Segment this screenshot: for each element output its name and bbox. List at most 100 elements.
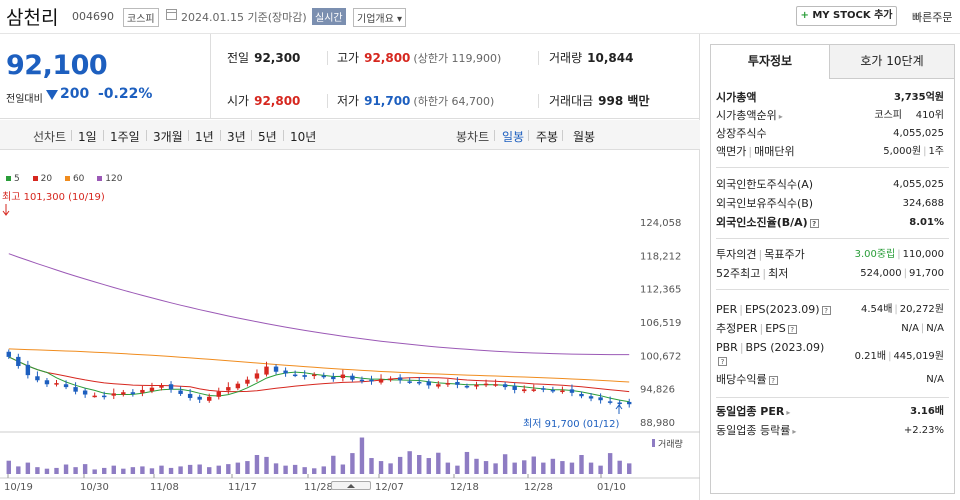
candle-body: [44, 380, 50, 385]
y-tick-label: 124,058: [640, 218, 681, 229]
volume-bar: [63, 464, 69, 474]
volume-bar: [350, 453, 355, 474]
candle-body: [436, 384, 441, 387]
add-mystock-button[interactable]: + MY STOCK 추가: [796, 6, 897, 26]
candle-body: [426, 381, 431, 386]
tab-1year[interactable]: 1년: [195, 130, 214, 144]
tab-10year[interactable]: 10년: [290, 130, 317, 144]
volume-bar: [579, 455, 584, 474]
volume-bar: [607, 453, 613, 474]
divider: [220, 130, 221, 141]
candle-body: [273, 366, 279, 372]
prev-close: 전일 92,300: [227, 51, 301, 65]
divider: [716, 397, 949, 398]
stock-name: 삼천리: [6, 7, 59, 29]
ma20-line: [8, 356, 630, 393]
candle-body: [292, 374, 298, 377]
candle-body: [388, 378, 393, 381]
tab-1week[interactable]: 1주일: [110, 130, 140, 144]
volume-bar: [436, 452, 441, 474]
volume-bar: [627, 463, 632, 474]
legend-ma120: 120: [97, 174, 122, 184]
x-tick-label: 12/28: [524, 482, 553, 493]
candle-body: [550, 389, 556, 392]
candle-body: [560, 390, 565, 393]
quick-order-link[interactable]: 빠른주문: [912, 11, 953, 24]
tab-5year[interactable]: 5년: [258, 130, 277, 144]
candle-body: [312, 374, 317, 377]
volume-bar: [283, 465, 288, 474]
candle-body: [226, 387, 231, 391]
tab-investment-info[interactable]: 투자정보: [710, 44, 830, 79]
help-icon[interactable]: ?: [718, 357, 727, 366]
volume-bar: [417, 455, 422, 474]
chart-resize-handle[interactable]: [331, 481, 371, 490]
tab-weekly[interactable]: 주봉: [536, 130, 559, 144]
x-tick-label: 12/07: [375, 482, 404, 493]
candle-body: [502, 384, 508, 388]
volume-bar: [560, 461, 565, 474]
info-panel: 투자정보 호가 10단계 시가총액 3,735억원 시가총액순위 ▸ 코스피 410위…: [710, 44, 955, 494]
volume-bar: [397, 456, 403, 474]
market-badge: 코스피: [123, 8, 159, 27]
price-chart[interactable]: 5 20 60 120 124,058 118,212 112,365 106,519…: [0, 152, 700, 500]
candle-body: [417, 381, 422, 384]
candle-body: [350, 375, 355, 380]
help-icon[interactable]: ?: [809, 218, 819, 228]
volume-bar: [598, 465, 603, 474]
candle-body: [16, 356, 21, 367]
x-tick-label: 01/10: [597, 482, 626, 493]
volume-legend-label: 거래량: [658, 438, 683, 450]
ma5-line: [8, 356, 630, 403]
line-chart-label: 선차트: [33, 130, 67, 144]
volume-bar: [340, 464, 346, 474]
help-icon[interactable]: ?: [768, 375, 778, 385]
candle-body: [397, 377, 403, 381]
tab-monthly[interactable]: 월봉: [573, 130, 596, 144]
help-icon[interactable]: ?: [821, 305, 831, 315]
company-overview-button[interactable]: 기업개요 ▾: [353, 8, 406, 27]
est-per-row: 추정PER | EPS? N/A | N/A: [716, 322, 944, 335]
info-tabs: 투자정보 호가 10단계: [710, 44, 955, 79]
candle-body: [121, 392, 126, 395]
help-icon[interactable]: ?: [787, 324, 797, 334]
low-arrow-icon: [615, 404, 623, 414]
volume-bar: [493, 463, 498, 474]
chart-tabs: 선차트 1일 1주일 3개월 1년 3년 5년 10년 봉차트 일봉 주봉 월봉: [0, 120, 700, 150]
tab-daily[interactable]: 일봉: [502, 130, 525, 144]
volume-bar: [82, 464, 88, 474]
tab-orderbook-10[interactable]: 호가 10단계: [829, 44, 955, 79]
volume-bar: [426, 458, 431, 474]
volume-bar: [273, 463, 279, 474]
volume-bar: [35, 467, 40, 474]
tab-3month[interactable]: 3개월: [153, 130, 183, 144]
candle-body: [369, 379, 374, 382]
volume: 거래량 10,844: [549, 51, 634, 65]
divider: [251, 130, 252, 141]
tab-3year[interactable]: 3년: [227, 130, 246, 144]
divider: [528, 130, 529, 141]
volume-bar: [407, 451, 412, 474]
volume-bar: [73, 467, 78, 474]
x-tick-label: 11/17: [228, 482, 257, 493]
divider: [538, 51, 539, 65]
base-date: 2024.01.15 기준(장마감): [181, 11, 307, 24]
candle-body: [187, 393, 193, 398]
volume-bar: [226, 464, 231, 474]
candle-body: [264, 366, 269, 375]
calendar-icon: [166, 9, 177, 20]
volume-bar: [569, 462, 575, 474]
candle-body: [588, 396, 594, 399]
candle-body: [140, 389, 145, 393]
cap-rank-row: 시가총액순위 ▸ 코스피 410위: [716, 109, 944, 122]
x-tick-label: 10/19: [4, 482, 33, 493]
realtime-button[interactable]: 실시간: [312, 8, 346, 25]
candle-body: [178, 390, 183, 394]
volume-bar: [359, 437, 365, 474]
candle-body: [35, 376, 40, 381]
candle-body: [235, 383, 241, 389]
y-tick-label: 88,980: [640, 418, 675, 429]
volume-bar: [254, 455, 260, 474]
tab-1day[interactable]: 1일: [78, 130, 97, 144]
stock-code: 004690: [72, 10, 114, 23]
